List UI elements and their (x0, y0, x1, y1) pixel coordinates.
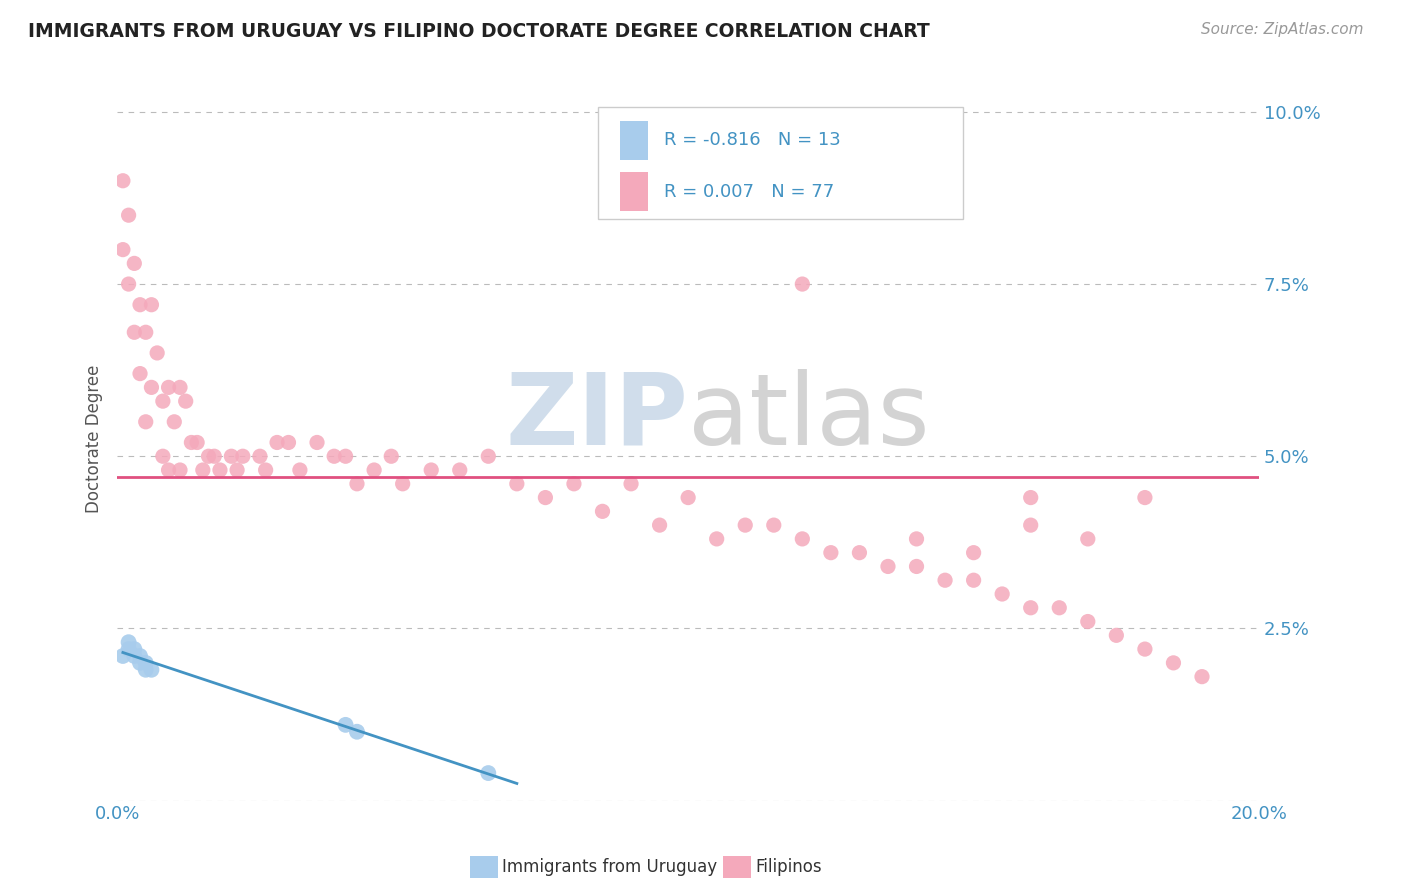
Point (506, 476, 529, 491)
Point (163, 415, 186, 429)
Point (1133, 491, 1156, 505)
Point (117, 277, 139, 291)
Point (905, 559, 928, 574)
Text: Source: ZipAtlas.com: Source: ZipAtlas.com (1201, 22, 1364, 37)
Point (129, 656, 152, 670)
Point (197, 449, 219, 463)
Point (877, 559, 900, 574)
Point (335, 718, 357, 732)
Point (208, 463, 231, 477)
Text: R = 0.007   N = 77: R = 0.007 N = 77 (664, 183, 834, 201)
Point (792, 277, 814, 291)
Point (1077, 615, 1099, 629)
Point (135, 656, 157, 670)
Point (1019, 518, 1042, 533)
Point (141, 298, 163, 312)
Point (288, 463, 311, 477)
Text: R = -0.816   N = 13: R = -0.816 N = 13 (664, 131, 841, 149)
Point (676, 491, 699, 505)
Point (266, 435, 288, 450)
Point (141, 663, 163, 677)
Point (1191, 670, 1213, 684)
Point (734, 518, 756, 533)
Point (648, 518, 671, 533)
Point (157, 380, 180, 394)
Point (146, 346, 169, 360)
Point (363, 463, 385, 477)
Point (706, 532, 728, 546)
Point (129, 367, 152, 381)
Point (141, 380, 163, 394)
Text: atlas: atlas (688, 368, 929, 466)
Point (962, 573, 984, 587)
Point (962, 546, 984, 560)
Point (129, 648, 152, 663)
Point (124, 648, 146, 663)
Text: Immigrants from Uruguay: Immigrants from Uruguay (502, 858, 717, 876)
Point (477, 449, 499, 463)
Point (1105, 628, 1128, 642)
Point (562, 476, 585, 491)
Point (305, 435, 328, 450)
Point (135, 326, 157, 340)
Point (449, 463, 471, 477)
Point (221, 449, 243, 463)
Point (174, 394, 197, 409)
Point (232, 449, 254, 463)
Text: ZIP: ZIP (505, 368, 688, 466)
Point (111, 648, 134, 663)
Y-axis label: Doctorate Degree: Doctorate Degree (86, 365, 103, 513)
Point (905, 532, 928, 546)
Point (135, 663, 157, 677)
Point (124, 256, 146, 270)
Point (191, 463, 214, 477)
Point (117, 642, 139, 657)
Point (1019, 491, 1042, 505)
Point (934, 573, 956, 587)
Point (152, 394, 174, 409)
Point (592, 504, 614, 518)
Point (1019, 600, 1042, 615)
Point (277, 435, 299, 450)
Point (420, 463, 443, 477)
Point (477, 766, 499, 780)
Point (124, 642, 146, 657)
Point (129, 298, 152, 312)
Point (186, 435, 208, 450)
Point (848, 546, 870, 560)
Point (157, 463, 180, 477)
Point (254, 463, 277, 477)
Point (135, 415, 157, 429)
Text: Filipinos: Filipinos (755, 858, 821, 876)
Point (226, 463, 249, 477)
Point (346, 476, 368, 491)
Point (249, 449, 271, 463)
Point (335, 449, 357, 463)
Point (1077, 532, 1099, 546)
Point (380, 449, 402, 463)
Point (111, 174, 134, 188)
Point (117, 635, 139, 649)
Point (792, 532, 814, 546)
Point (152, 449, 174, 463)
Point (124, 326, 146, 340)
Point (117, 208, 139, 222)
Point (111, 243, 134, 257)
Text: IMMIGRANTS FROM URUGUAY VS FILIPINO DOCTORATE DEGREE CORRELATION CHART: IMMIGRANTS FROM URUGUAY VS FILIPINO DOCT… (28, 22, 929, 41)
Point (534, 491, 557, 505)
Point (169, 463, 191, 477)
Point (620, 476, 643, 491)
Point (169, 380, 191, 394)
Point (323, 449, 346, 463)
Point (1047, 600, 1070, 615)
Point (202, 449, 225, 463)
Point (391, 476, 413, 491)
Point (1163, 656, 1185, 670)
Point (346, 724, 368, 739)
Point (762, 518, 785, 533)
Point (180, 435, 202, 450)
Point (1133, 642, 1156, 657)
Point (820, 546, 842, 560)
Point (991, 587, 1014, 601)
